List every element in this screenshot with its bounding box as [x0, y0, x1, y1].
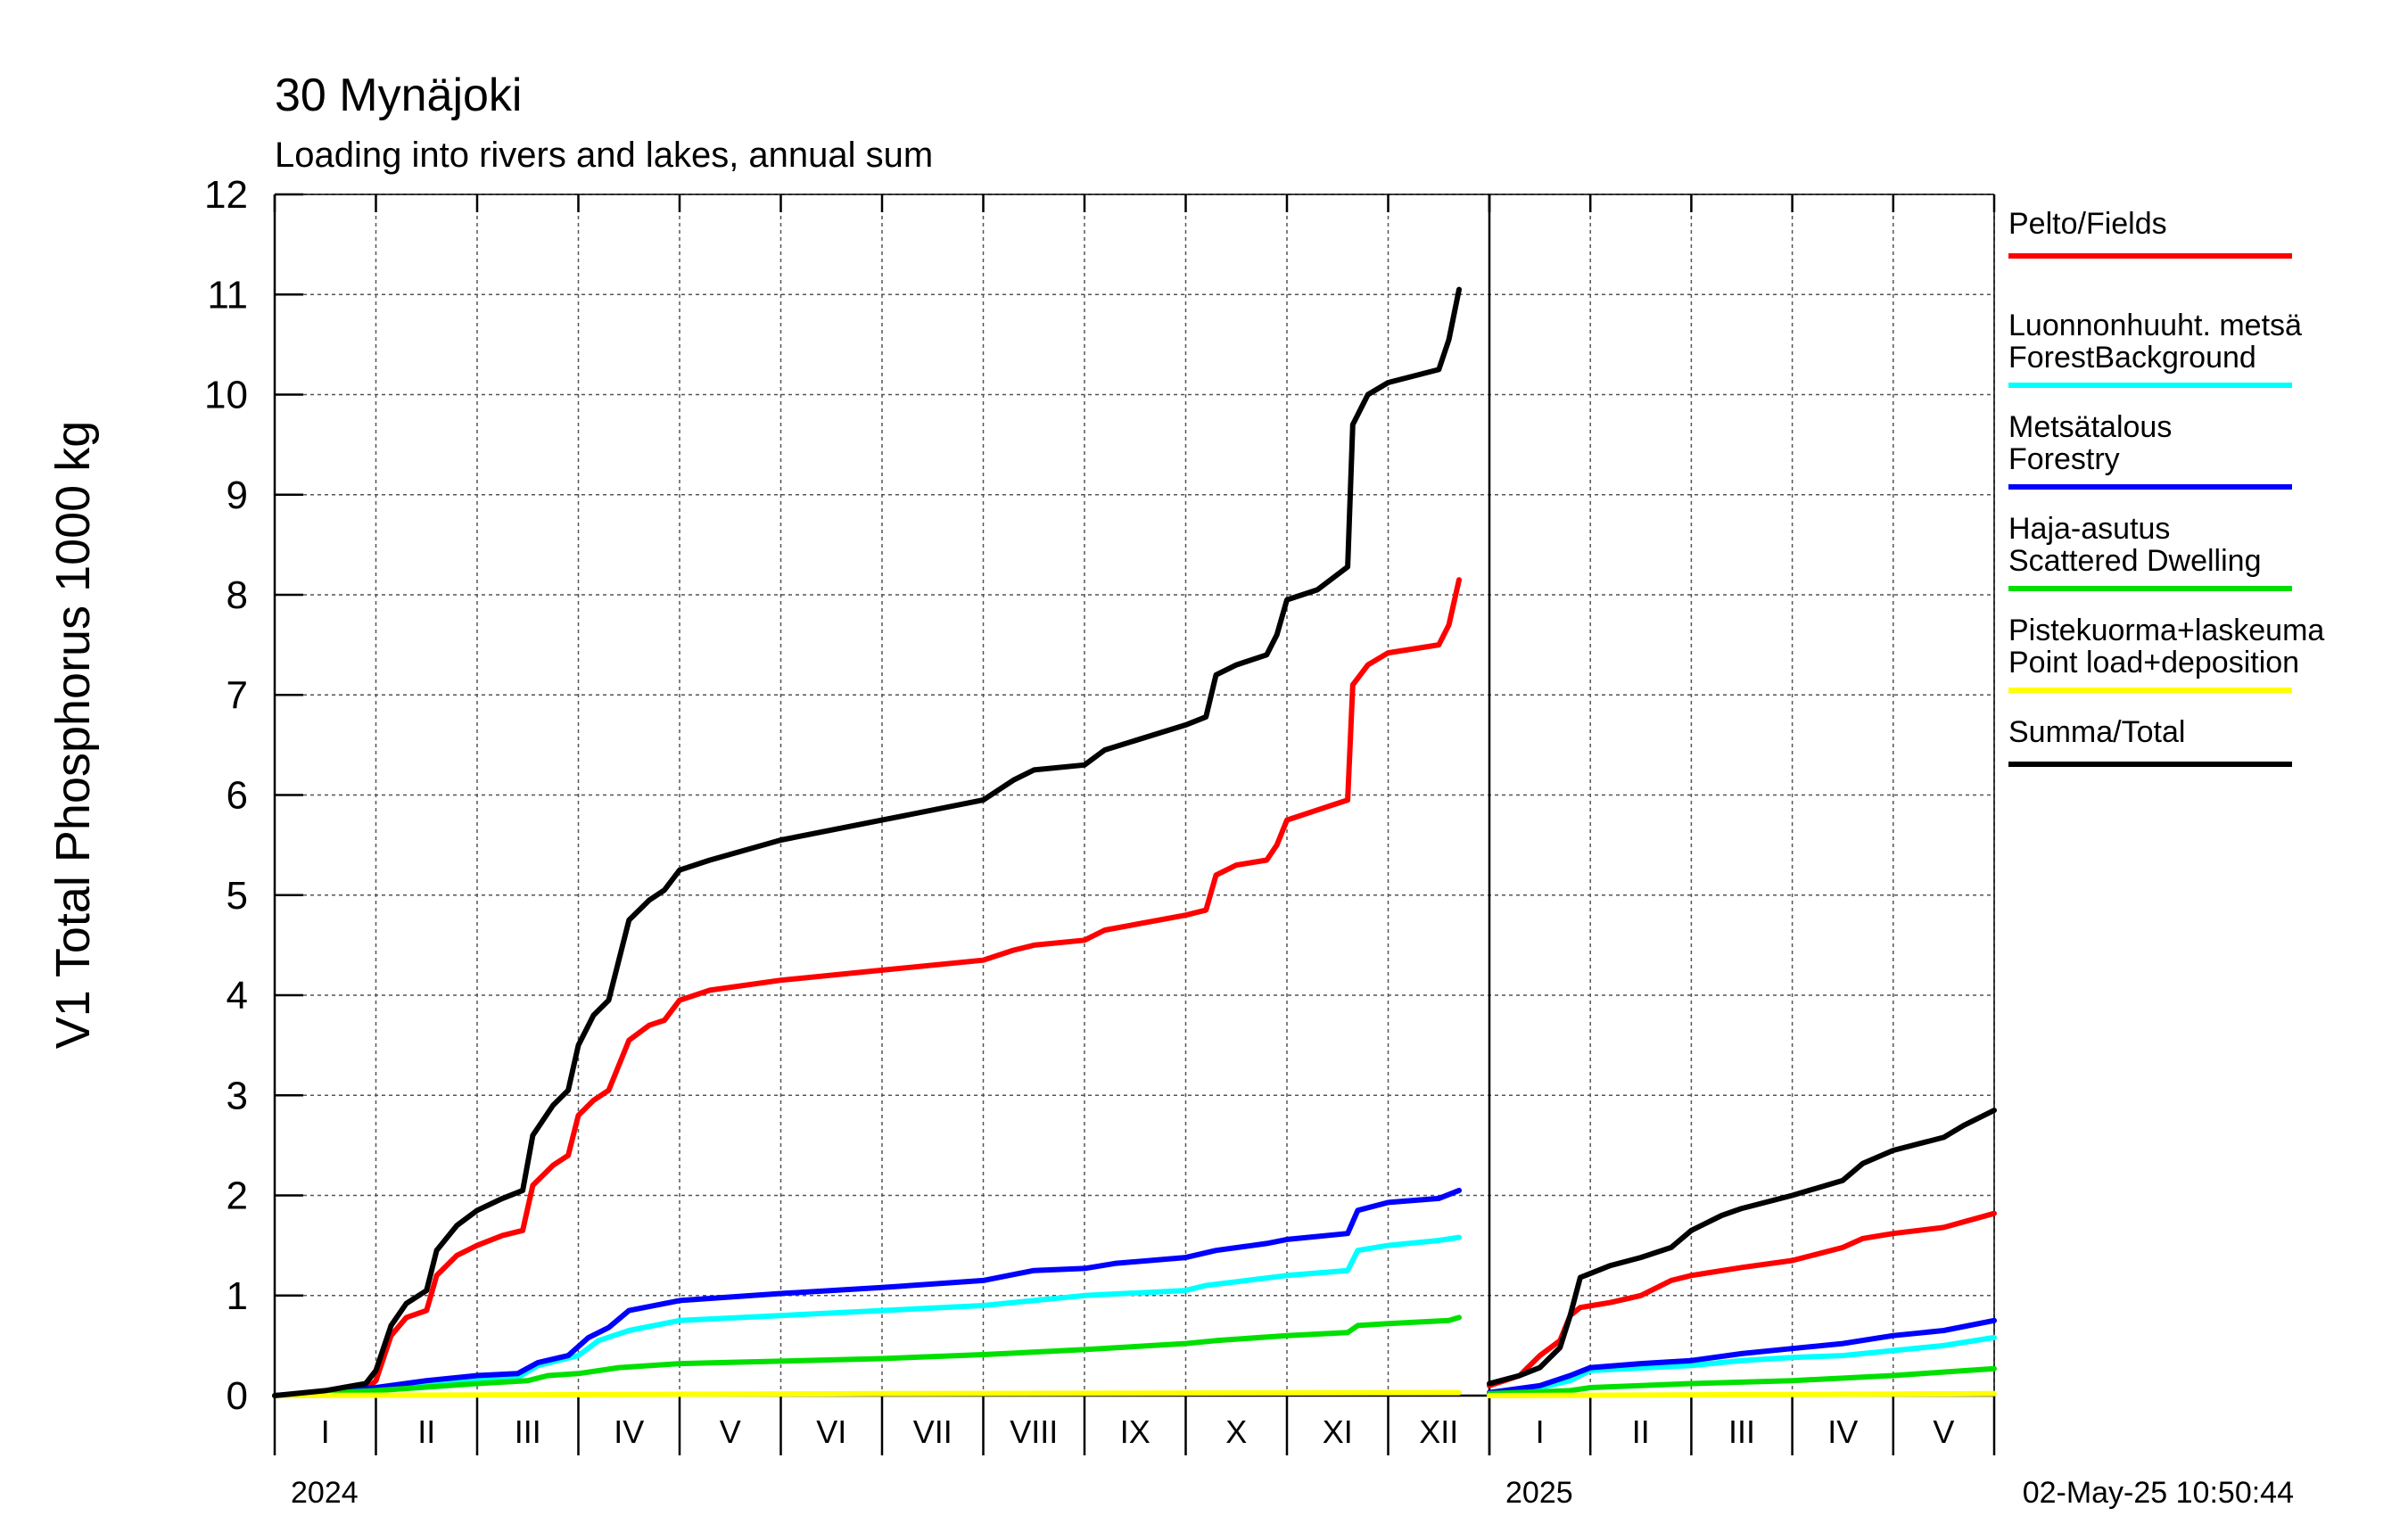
- x-month-label: V: [720, 1413, 741, 1450]
- series-line-5-panel-1: [1487, 1108, 1997, 1387]
- legend-label-en: Scattered Dwelling: [2008, 544, 2261, 578]
- x-month-label: IV: [1827, 1413, 1858, 1450]
- x-month-label: VIII: [1010, 1413, 1058, 1450]
- x-month-label: I: [1536, 1413, 1545, 1450]
- x-year-label: 2025: [1505, 1476, 1573, 1510]
- y-tick-label: 2: [227, 1174, 248, 1218]
- y-axis-label: V1 Total Phosphorus 1000 kg: [46, 421, 100, 1050]
- y-tick-label: 6: [227, 774, 248, 818]
- y-tick-label: 0: [227, 1374, 248, 1418]
- series-line-5-panel-0: [272, 286, 1462, 1398]
- series-line-3-panel-0: [272, 1314, 1462, 1398]
- legend-label-en: Forestry: [2008, 442, 2120, 476]
- y-tick-label: 8: [227, 573, 248, 617]
- chart-subtitle: Loading into rivers and lakes, annual su…: [275, 136, 933, 175]
- x-month-label: II: [1632, 1413, 1650, 1450]
- legend-label: Pistekuorma+laskeuma: [2008, 614, 2324, 647]
- x-month-label: IX: [1120, 1413, 1150, 1450]
- series-line-1-panel-1: [1487, 1334, 1997, 1397]
- series-line-4-panel-0: [272, 1389, 1462, 1398]
- y-tick-label: 5: [227, 874, 248, 918]
- legend-label-en: ForestBackground: [2008, 341, 2256, 375]
- x-month-label: IV: [614, 1413, 644, 1450]
- legend-label: Haja-asutus: [2008, 512, 2170, 546]
- series-line-3-panel-1: [1487, 1365, 1997, 1397]
- series-line-0-panel-1: [1487, 1210, 1997, 1388]
- legend-label: Metsätalous: [2008, 410, 2172, 444]
- series-line-2-panel-0: [272, 1187, 1462, 1398]
- y-tick-label: 12: [204, 173, 248, 217]
- y-tick-label: 3: [227, 1074, 248, 1117]
- y-tick-label: 7: [227, 673, 248, 717]
- y-tick-label: 4: [227, 974, 248, 1018]
- series-line-1-panel-0: [272, 1234, 1462, 1398]
- series-line-0-panel-0: [272, 577, 1462, 1398]
- x-month-label: III: [515, 1413, 541, 1450]
- chart-title: 30 Mynäjoki: [275, 70, 522, 121]
- legend-label: Luonnonhuuht. metsä: [2008, 309, 2302, 342]
- x-month-label: VII: [913, 1413, 952, 1450]
- series-line-4-panel-1: [1487, 1390, 1997, 1398]
- x-month-label: III: [1728, 1413, 1755, 1450]
- y-tick-label: 1: [227, 1274, 248, 1318]
- y-tick-label: 9: [227, 474, 248, 517]
- x-month-label: V: [1933, 1413, 1954, 1450]
- legend-label-en: Point load+deposition: [2008, 646, 2299, 680]
- x-month-label: X: [1225, 1413, 1247, 1450]
- x-month-label: I: [321, 1413, 330, 1450]
- x-month-label: XII: [1419, 1413, 1458, 1450]
- series-lines: [272, 286, 1997, 1398]
- y-tick-label: 10: [204, 374, 248, 417]
- x-month-label: XI: [1323, 1413, 1353, 1450]
- grid: [274, 194, 1995, 1397]
- legend-label: Pelto/Fields: [2008, 207, 2167, 241]
- timestamp: 02-May-25 10:50:44: [2023, 1476, 2294, 1510]
- y-tick-label: 11: [207, 273, 248, 317]
- x-month-label: II: [417, 1413, 435, 1450]
- legend-label: Summa/Total: [2008, 715, 2185, 749]
- x-month-label: VI: [816, 1413, 846, 1450]
- x-year-label: 2024: [291, 1476, 359, 1510]
- series-line-2-panel-1: [1487, 1317, 1997, 1396]
- legend: Pelto/Fields Luonnonhuuht. metsäForestBac…: [2008, 207, 2324, 767]
